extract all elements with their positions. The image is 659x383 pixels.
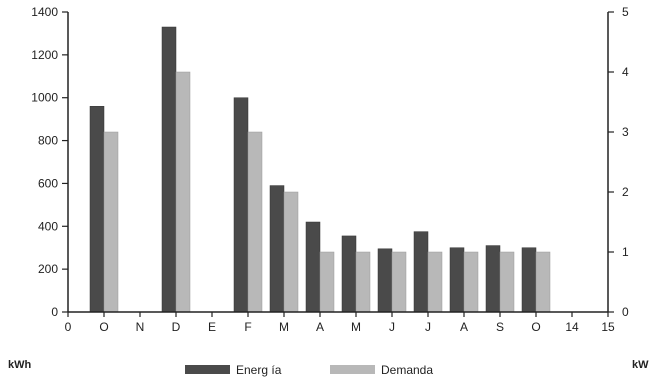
right-tick-label: 3 bbox=[622, 125, 629, 139]
right-axis-unit: kW bbox=[632, 359, 649, 371]
bar-demanda bbox=[247, 131, 263, 313]
legend-swatch-energia bbox=[185, 365, 230, 374]
x-tick-label: O bbox=[531, 320, 540, 334]
bar-demanda bbox=[391, 251, 407, 313]
bar-demanda bbox=[499, 251, 515, 313]
bar-demanda bbox=[175, 71, 191, 313]
x-tick-label: E bbox=[208, 320, 216, 334]
x-tick-label: 15 bbox=[601, 320, 615, 334]
x-tick-label: F bbox=[244, 320, 251, 334]
bars bbox=[89, 26, 551, 313]
x-tick-label: M bbox=[279, 320, 289, 334]
right-tick-label: 0 bbox=[622, 305, 629, 319]
right-tick-label: 1 bbox=[622, 245, 629, 259]
x-tick-label: J bbox=[389, 320, 395, 334]
right-tick-label: 5 bbox=[622, 5, 629, 19]
bar-energia bbox=[485, 245, 501, 313]
bar-energia bbox=[305, 221, 321, 313]
bar-energia bbox=[269, 185, 285, 313]
right-axis-ticks: 0 1 2 3 4 5 bbox=[608, 5, 629, 319]
bar-energia bbox=[521, 247, 537, 313]
x-tick-label: M bbox=[351, 320, 361, 334]
bar-demanda bbox=[319, 251, 335, 313]
bar-demanda bbox=[103, 131, 119, 313]
x-tick-label: A bbox=[460, 320, 468, 334]
x-tick-label: N bbox=[136, 320, 145, 334]
bar-energia bbox=[89, 106, 105, 313]
left-tick-label: 1400 bbox=[31, 5, 58, 19]
bar-energia bbox=[341, 235, 357, 313]
x-tick-label: J bbox=[425, 320, 431, 334]
x-tick-label: 14 bbox=[565, 320, 579, 334]
bar-demanda bbox=[283, 191, 299, 313]
bar-energia bbox=[161, 26, 177, 313]
legend: Energ ía Demanda bbox=[185, 363, 433, 377]
bar-demanda bbox=[535, 251, 551, 313]
bar-energia bbox=[449, 247, 465, 313]
x-tick-label: S bbox=[496, 320, 504, 334]
right-tick-label: 2 bbox=[622, 185, 629, 199]
left-tick-label: 800 bbox=[38, 134, 58, 148]
left-tick-label: 600 bbox=[38, 176, 58, 190]
left-axis-ticks: 0 200 400 600 800 1000 1200 1400 bbox=[31, 5, 68, 319]
right-tick-label: 4 bbox=[622, 65, 629, 79]
x-axis-ticks: 0 O N D E F M A M J J A S O 14 15 bbox=[65, 312, 615, 334]
left-axis-unit: kWh bbox=[8, 359, 32, 371]
bar-energia bbox=[377, 248, 393, 313]
bar-demanda bbox=[463, 251, 479, 313]
bar-demanda bbox=[427, 251, 443, 313]
x-tick-label: O bbox=[99, 320, 108, 334]
legend-label-energia: Energ ía bbox=[236, 363, 282, 377]
x-tick-label: 0 bbox=[65, 320, 72, 334]
left-tick-label: 1000 bbox=[31, 91, 58, 105]
left-tick-label: 1200 bbox=[31, 48, 58, 62]
legend-swatch-demanda bbox=[330, 365, 375, 374]
left-tick-label: 400 bbox=[38, 219, 58, 233]
bar-demanda bbox=[355, 251, 371, 313]
left-tick-label: 200 bbox=[38, 262, 58, 276]
bar-energia bbox=[413, 231, 429, 313]
bar-energia bbox=[233, 97, 249, 313]
x-tick-label: D bbox=[172, 320, 181, 334]
left-tick-label: 0 bbox=[51, 305, 58, 319]
x-tick-label: A bbox=[316, 320, 324, 334]
legend-label-demanda: Demanda bbox=[381, 363, 433, 377]
